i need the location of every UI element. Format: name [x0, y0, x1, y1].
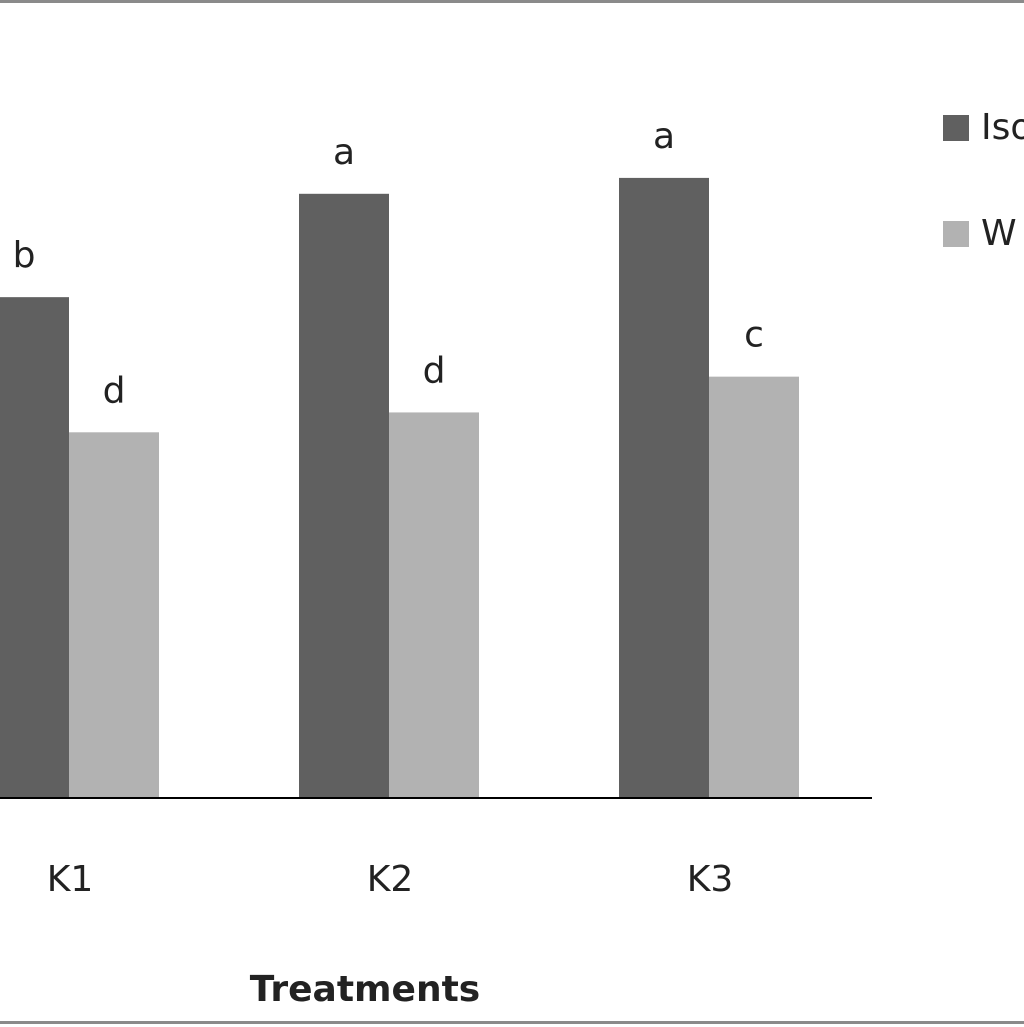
bar-w-k2 — [389, 412, 479, 798]
significance-letter-w-k1: d — [103, 370, 126, 411]
bar-chart: b d a d a c K1 K2 K3 Treatments Iso W — [0, 107, 1024, 1010]
x-tick-labels: K1 K2 K3 — [47, 859, 734, 900]
significance-letter-iso-k2: a — [333, 132, 355, 173]
legend-label-w: W — [981, 213, 1017, 254]
significance-letter-iso-k3: a — [653, 116, 675, 157]
x-axis-title: Treatments — [250, 969, 480, 1010]
bar-w-k3 — [709, 376, 799, 798]
bar-w-k1 — [69, 432, 159, 798]
significance-letters: b d a d a c — [13, 116, 764, 411]
bars-layer — [0, 177, 799, 799]
legend: Iso W — [943, 107, 1024, 254]
bar-iso-k1 — [0, 297, 69, 798]
legend-swatch-iso — [943, 115, 969, 141]
bar-iso-k3 — [619, 177, 709, 798]
significance-letter-iso-k1: b — [13, 235, 36, 276]
legend-swatch-w — [943, 221, 969, 247]
significance-letter-w-k3: c — [744, 315, 764, 356]
significance-letter-w-k2: d — [423, 350, 446, 391]
bar-iso-k2 — [299, 193, 389, 799]
legend-label-iso: Iso — [981, 107, 1024, 148]
x-tick-label-k1: K1 — [47, 859, 94, 900]
x-tick-label-k3: K3 — [687, 859, 734, 900]
x-tick-label-k2: K2 — [367, 859, 414, 900]
